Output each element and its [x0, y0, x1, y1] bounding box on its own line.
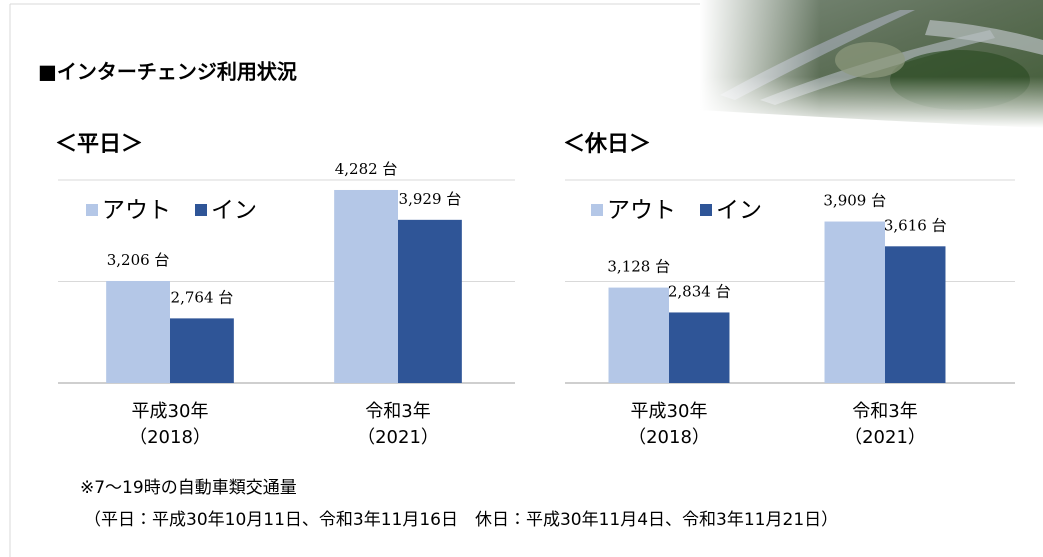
x-tick-label: 平成30年: [631, 401, 708, 422]
data-label: 3,929 台: [399, 190, 462, 208]
legend-swatch: [195, 204, 207, 216]
x-tick-label: 令和3年: [365, 401, 430, 422]
chart-title: ＜休日＞: [563, 132, 651, 157]
legend-label: アウト: [102, 198, 171, 224]
data-label: 4,282 台: [335, 160, 398, 178]
legend-label: イン: [211, 198, 257, 224]
x-tick-label: （2021）: [357, 427, 439, 448]
bar: [669, 312, 730, 383]
page-title: ■インターチェンジ利用状況: [38, 60, 297, 84]
bar: [885, 246, 946, 383]
data-label: 3,616 台: [884, 216, 947, 234]
x-tick-label: （2018）: [129, 427, 211, 448]
bar: [824, 221, 885, 383]
bar: [398, 219, 462, 383]
legend-swatch: [591, 204, 603, 216]
x-tick-label: 平成30年: [132, 401, 209, 422]
legend-label: アウト: [607, 198, 676, 224]
x-tick-label: （2018）: [628, 427, 710, 448]
legend-swatch: [700, 204, 712, 216]
data-label: 2,764 台: [171, 288, 234, 306]
data-label: 2,834 台: [668, 282, 731, 300]
data-label: 3,909 台: [823, 192, 886, 210]
x-tick-label: 令和3年: [852, 401, 917, 422]
note: ※7～19時の自動車類交通量: [80, 478, 297, 498]
bar: [608, 287, 669, 383]
legend-swatch: [86, 204, 98, 216]
x-tick-label: （2021）: [844, 427, 926, 448]
bar: [334, 189, 398, 383]
bar: [170, 318, 234, 383]
photo: [700, 0, 1043, 128]
legend-label: イン: [716, 198, 762, 224]
data-label: 3,206 台: [107, 251, 170, 269]
chart-title: ＜平日＞: [55, 132, 143, 157]
bar: [106, 280, 170, 383]
data-label: 3,128 台: [607, 258, 670, 276]
note: （平日：平成30年10月11日、令和3年11月16日 休日：平成30年11月4日…: [84, 510, 838, 530]
